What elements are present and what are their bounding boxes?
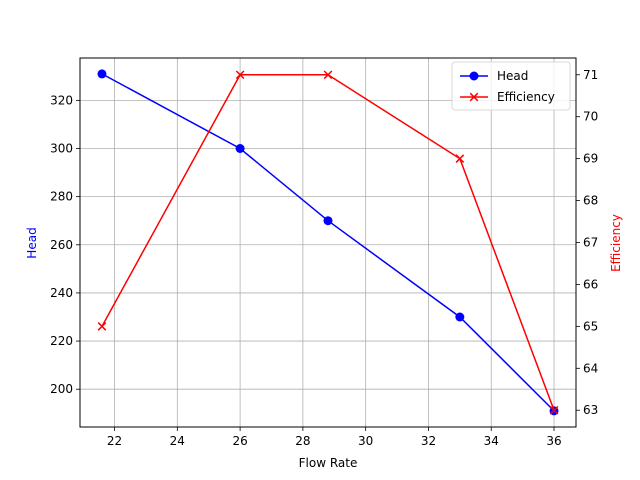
- left-y-axis-ticks: 200 220 240 260 280 300 320: [50, 93, 80, 396]
- x-marker: [455, 154, 465, 163]
- left-y-tick-label: 300: [50, 142, 73, 156]
- right-y-tick-label: 64: [583, 361, 598, 375]
- right-y-tick-label: 66: [583, 277, 598, 291]
- right-y-tick-label: 63: [583, 403, 598, 417]
- circle-marker: [235, 144, 245, 154]
- x-marker: [323, 70, 333, 80]
- x-tick-label: 36: [546, 434, 561, 448]
- right-y-tick-label: 67: [583, 236, 598, 250]
- left-y-tick-label: 200: [50, 382, 73, 396]
- legend: Head Efficiency: [451, 61, 571, 111]
- right-y-tick-label: 65: [583, 319, 598, 333]
- grid-lines: [80, 58, 576, 427]
- x-axis-ticks: 22 24 26 28 30 32 34 36: [107, 427, 562, 448]
- legend-box: [451, 61, 571, 111]
- circle-marker: [323, 216, 333, 226]
- left-y-axis-label: Head: [25, 227, 39, 258]
- x-axis-label: Flow Rate: [299, 456, 358, 470]
- right-y-tick-label: 68: [583, 194, 598, 208]
- x-tick-label: 34: [484, 434, 499, 448]
- right-y-axis-label: Efficiency: [609, 214, 623, 272]
- circle-marker: [97, 69, 107, 79]
- left-y-tick-label: 240: [50, 286, 73, 300]
- legend-entry-head: Head: [460, 69, 528, 83]
- x-tick-label: 26: [232, 434, 247, 448]
- legend-entry-efficiency: Efficiency: [460, 90, 555, 104]
- x-tick-label: 28: [295, 434, 310, 448]
- right-y-tick-label: 71: [583, 68, 598, 82]
- x-tick-label: 32: [421, 434, 436, 448]
- x-tick-label: 24: [170, 434, 185, 448]
- left-y-tick-label: 280: [50, 190, 73, 204]
- x-tick-label: 22: [107, 434, 122, 448]
- right-y-tick-label: 70: [583, 110, 598, 124]
- circle-marker: [455, 312, 465, 322]
- series-layer: [97, 69, 559, 416]
- x-marker: [549, 405, 559, 415]
- x-marker: [97, 322, 107, 331]
- series-efficiency: [97, 70, 559, 415]
- right-y-tick-label: 69: [583, 152, 598, 166]
- legend-label: Efficiency: [497, 90, 555, 104]
- x-marker: [235, 70, 245, 80]
- right-y-axis-ticks: 63 64 65 66 67 68 69 70 71: [576, 68, 598, 417]
- left-y-tick-label: 260: [50, 238, 73, 252]
- legend-label: Head: [497, 69, 528, 83]
- left-y-tick-label: 320: [50, 93, 73, 107]
- x-tick-label: 30: [358, 434, 373, 448]
- circle-marker: [469, 71, 479, 81]
- x-marker: [469, 92, 479, 102]
- left-y-tick-label: 220: [50, 334, 73, 348]
